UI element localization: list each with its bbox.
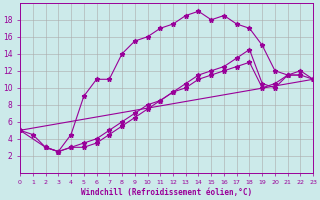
X-axis label: Windchill (Refroidissement éolien,°C): Windchill (Refroidissement éolien,°C) [81, 188, 252, 197]
